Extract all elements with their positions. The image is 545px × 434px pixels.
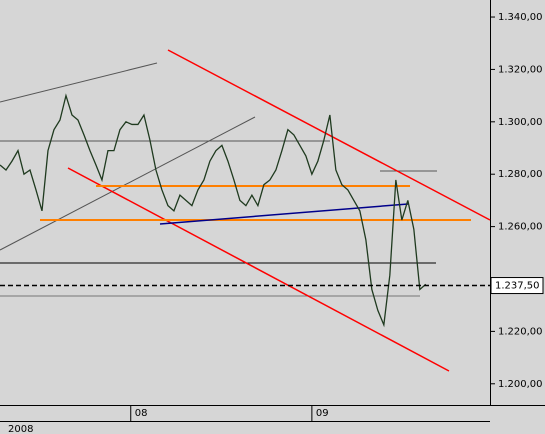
- channel-line: [167, 49, 491, 221]
- price-line: [0, 93, 427, 328]
- x-tick-label: 09: [316, 408, 329, 419]
- y-tick-label: 1.320,00: [498, 64, 543, 75]
- channel-line: [67, 167, 450, 372]
- current-price-box: [490, 277, 544, 295]
- y-tick-label: 1.220,00: [498, 326, 543, 337]
- x-tick-label: 08: [135, 408, 148, 419]
- current-price-label: 1.237,50: [495, 281, 540, 292]
- year-label: 2008: [8, 424, 33, 434]
- trendline: [0, 62, 158, 103]
- trendline: [0, 116, 256, 251]
- trendline: [159, 203, 409, 225]
- y-tick-label: 1.260,00: [498, 222, 543, 233]
- y-tick-label: 1.300,00: [498, 117, 543, 128]
- y-tick-label: 1.340,00: [498, 12, 543, 23]
- y-tick-label: 1.280,00: [498, 169, 543, 180]
- drawings: [0, 49, 491, 372]
- y-tick-label: 1.200,00: [498, 379, 543, 390]
